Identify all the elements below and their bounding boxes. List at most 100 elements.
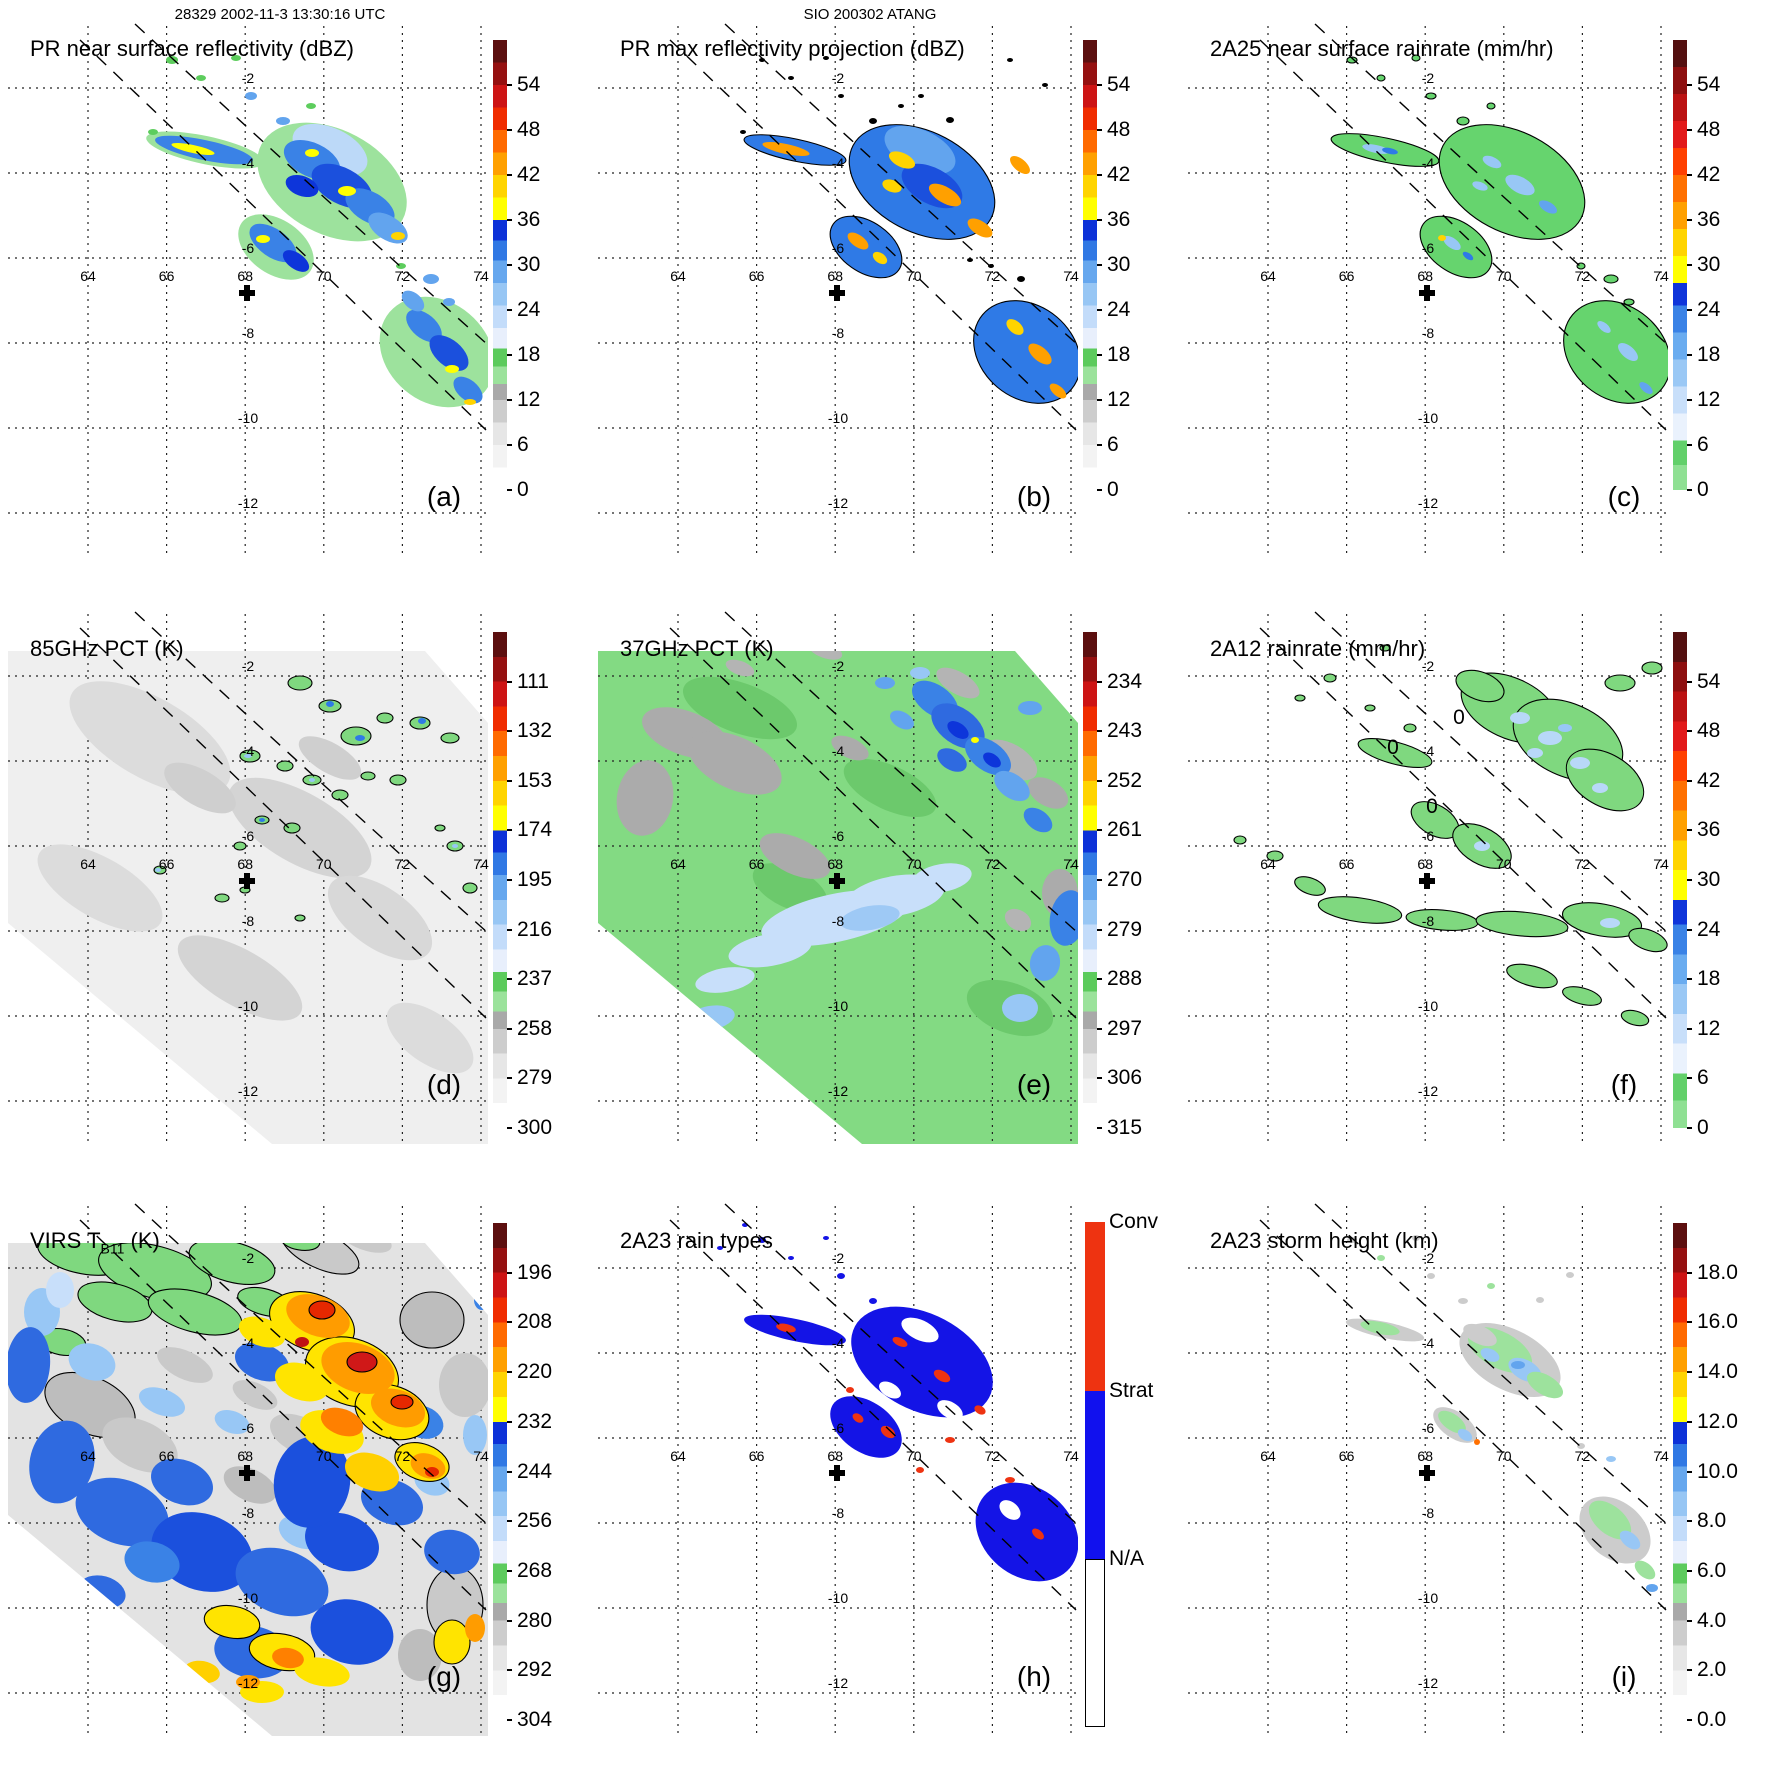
- lat-tick-label: -4: [1422, 155, 1435, 171]
- data-blob: [305, 1512, 379, 1572]
- data-blob: [1042, 83, 1048, 87]
- colorbar-tick: [1687, 879, 1692, 881]
- data-blob: [999, 1500, 1021, 1520]
- colorbar-g: 196 208 220 232 244 256 268 280 292 304: [493, 1180, 590, 1771]
- panel-title: 2A23 rain types: [620, 1228, 773, 1253]
- swath-edge-line: [1259, 1219, 1667, 1611]
- data-blob: [1486, 102, 1496, 110]
- data-blob: [1628, 927, 1668, 953]
- data-blob: [912, 863, 972, 893]
- data-blob: [937, 748, 967, 772]
- data-blob: [298, 736, 362, 780]
- data-blob: [398, 1629, 442, 1681]
- data-blob: [310, 1599, 394, 1665]
- colorbar-tick: [507, 354, 512, 356]
- panel-title: VIRS TB11 (K): [30, 1228, 160, 1256]
- data-blob: [331, 789, 349, 801]
- data-blob: [1362, 144, 1390, 154]
- colorbar-b: 54 48 42 36 30 24 18 12 6 0: [1083, 0, 1180, 591]
- data-blob: [1049, 890, 1078, 946]
- colorbar-tick-label: 54: [1107, 73, 1131, 96]
- lon-tick-label: 68: [237, 856, 253, 872]
- swath-edge-line: [1314, 611, 1669, 934]
- colorbar-tick-label: 36: [1107, 208, 1131, 231]
- data-blob: [256, 235, 270, 243]
- colorbar-tick-label: 10.0: [1697, 1459, 1738, 1483]
- colorbar-tick-label: 258: [517, 1016, 553, 1040]
- data-blob: [465, 1614, 485, 1642]
- data-blob: [234, 1342, 290, 1382]
- panel-letter: (f): [1611, 1069, 1637, 1100]
- data-blob: [425, 1467, 439, 1477]
- colorbar-tick-label: 0: [1697, 478, 1709, 501]
- lat-tick-label: -8: [832, 913, 845, 929]
- colorbar-gradient: [1673, 40, 1687, 490]
- colorbar-tick-label: 292: [517, 1658, 553, 1682]
- data-blob: [901, 1317, 939, 1343]
- colorbar-tick: [1687, 399, 1692, 401]
- panel-letter: (b): [1017, 481, 1051, 512]
- lon-tick-label: 72: [985, 856, 1001, 872]
- data-blob: [1480, 1348, 1500, 1362]
- lat-tick-label: -6: [832, 240, 845, 256]
- lon-tick-label: 68: [1417, 1448, 1433, 1464]
- swath-edge-line: [1259, 39, 1667, 431]
- lon-tick-label: 70: [316, 268, 332, 284]
- data-blob: [1364, 704, 1376, 712]
- panel-f: 64 66 68 70 72 74 -2 -4 -6 -8 -10 -12 0 0 0 (f) 2A12 rai…: [1180, 588, 1770, 1179]
- colorbar-c: 54 48 42 36 30 24 18 12 6 0: [1673, 0, 1770, 591]
- data-blob: [1266, 850, 1284, 862]
- data-blob: [151, 1458, 213, 1506]
- data-blob: [1005, 1477, 1015, 1483]
- data-blob: [306, 103, 316, 109]
- colorbar-tick-label: 18: [1107, 343, 1131, 366]
- data-blob: [1536, 1297, 1544, 1303]
- data-blob: [276, 760, 294, 772]
- lon-tick-label: 74: [1063, 856, 1079, 872]
- rain-type-segment: [1085, 1222, 1105, 1391]
- colorbar-tick-label: 153: [517, 768, 553, 792]
- lat-tick-label: -10: [828, 998, 848, 1014]
- colorbar-tick-label: 208: [517, 1310, 553, 1334]
- colorbar-tick: [1687, 264, 1692, 266]
- data-blob: [46, 1272, 74, 1308]
- data-blob: [688, 731, 782, 795]
- lon-tick-label: 70: [906, 1448, 922, 1464]
- data-blob: [244, 754, 252, 758]
- data-blob: [1405, 909, 1479, 931]
- lon-tick-label: 66: [159, 268, 175, 284]
- colorbar-tick-label: 0: [1107, 478, 1119, 501]
- data-blob: [139, 1387, 185, 1417]
- data-blob: [389, 774, 407, 786]
- rain-type-segment: [1085, 1391, 1105, 1559]
- lon-tick-label: 70: [1496, 268, 1512, 284]
- lon-tick-label: 64: [670, 856, 686, 872]
- data-blob: [946, 117, 954, 123]
- colorbar-d: 111 132 153 174 195 216 237 258 279 300: [493, 588, 590, 1179]
- data-blob: [295, 1337, 309, 1347]
- colorbar-tick: [507, 1027, 512, 1030]
- data-blob: [973, 300, 1078, 404]
- lon-tick-label: 68: [827, 856, 843, 872]
- swath-edge-line: [669, 1219, 1077, 1611]
- ground-site-cross-icon: [1419, 873, 1435, 889]
- data-blob: [390, 1394, 414, 1410]
- lat-tick-label: -12: [238, 1083, 258, 1099]
- data-blob: [1317, 896, 1403, 924]
- panel-d: 64 66 68 70 72 74 -2 -4 -6 -8 -10 -12 (d) 85GHz PCT (…: [0, 588, 590, 1179]
- swath-edge-line: [724, 1203, 1079, 1526]
- lon-tick-label: 66: [749, 1448, 765, 1464]
- colorbar-tick: [1687, 1271, 1692, 1274]
- data-blob: [1294, 876, 1326, 896]
- data-blob: [1570, 757, 1590, 769]
- colorbar-tick-label: 4.0: [1697, 1608, 1727, 1632]
- colorbar-tick-label: 2.0: [1697, 1658, 1727, 1682]
- lon-tick-label: 70: [316, 856, 332, 872]
- colorbar-tick-label: 6: [1107, 433, 1119, 456]
- lat-tick-label: -6: [1422, 1420, 1435, 1436]
- colorbar-tick: [507, 779, 512, 782]
- swath-edge-line: [79, 39, 487, 431]
- data-blob: [788, 76, 794, 80]
- colorbar-tick: [507, 879, 512, 881]
- rain-type-label: N/A: [1109, 1547, 1145, 1570]
